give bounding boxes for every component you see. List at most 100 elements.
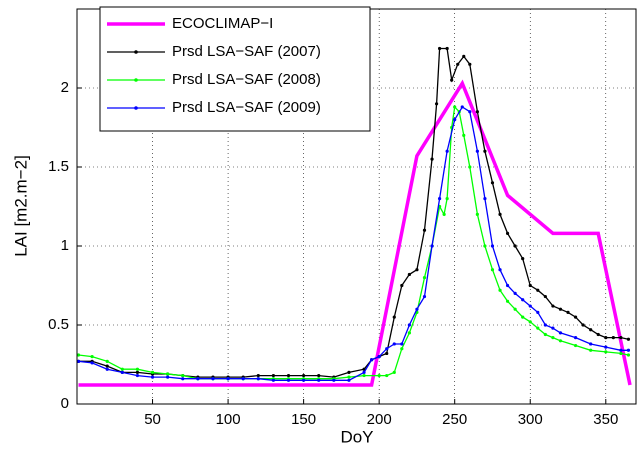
point [505, 299, 510, 303]
point [437, 197, 442, 201]
point [211, 377, 215, 381]
point [422, 228, 427, 232]
point [513, 307, 517, 311]
point [400, 283, 404, 288]
point [468, 165, 472, 169]
x-tick-label: 50 [144, 411, 161, 428]
point [551, 304, 555, 308]
point [450, 78, 454, 82]
point [462, 133, 466, 137]
point [453, 118, 457, 122]
point [573, 343, 578, 348]
point [430, 244, 434, 248]
point [332, 378, 336, 382]
point [589, 348, 593, 352]
y-tick-label: 1.5 [48, 158, 69, 175]
point [422, 294, 427, 299]
point [105, 359, 109, 363]
y-tick-label: 2 [61, 79, 69, 96]
legend-label: ECOCLIMAP−I [172, 15, 273, 32]
point [468, 110, 472, 114]
x-tick-label: 200 [367, 411, 392, 428]
point [415, 307, 419, 311]
point [347, 375, 351, 379]
point [256, 377, 260, 381]
point [385, 351, 389, 356]
point [407, 272, 411, 277]
point [377, 355, 381, 359]
point [317, 373, 321, 378]
point [619, 336, 623, 340]
point [120, 367, 124, 371]
point [536, 326, 540, 330]
point [551, 336, 555, 340]
point [528, 304, 532, 308]
point [135, 373, 140, 378]
point [105, 364, 109, 368]
point [543, 294, 547, 299]
point [302, 378, 306, 382]
point [528, 320, 532, 324]
point [573, 315, 578, 319]
point [392, 370, 396, 374]
point [105, 367, 109, 371]
point [604, 350, 608, 354]
x-tick-label: 150 [291, 411, 316, 428]
x-tick-label: 100 [216, 411, 241, 428]
y-tick-label: 1 [61, 237, 69, 254]
series-line [78, 79, 632, 387]
x-axis-label: DoY [340, 427, 373, 446]
point [513, 291, 517, 295]
point [422, 276, 427, 280]
legend-marker [134, 106, 138, 110]
legend-label: Prsd LSA−SAF (2008) [172, 71, 321, 88]
point [558, 339, 563, 343]
point [483, 244, 487, 248]
point [490, 244, 495, 248]
point [505, 283, 510, 288]
point [505, 231, 510, 235]
point [271, 373, 276, 378]
point [596, 332, 600, 337]
y-tick-label: 0.5 [48, 316, 69, 333]
point [120, 370, 124, 374]
point [166, 375, 170, 379]
point [521, 298, 525, 302]
point [475, 149, 479, 153]
point [453, 105, 457, 109]
point [611, 336, 615, 340]
point [581, 323, 585, 327]
point [543, 323, 547, 327]
point [551, 326, 555, 330]
point [256, 373, 260, 378]
point [442, 212, 446, 216]
point [513, 244, 517, 248]
point [392, 315, 396, 319]
point [619, 348, 623, 352]
point [483, 197, 487, 201]
point [483, 149, 487, 153]
point [271, 378, 276, 382]
point [196, 377, 200, 381]
legend-marker [134, 50, 138, 54]
legend-marker [134, 78, 138, 82]
point [589, 328, 593, 332]
point [317, 378, 321, 382]
point [377, 373, 381, 378]
point [400, 347, 404, 351]
point [302, 373, 306, 378]
point [498, 288, 502, 292]
point [135, 367, 140, 371]
point [521, 257, 525, 261]
legend-box [99, 6, 371, 132]
point [166, 372, 170, 376]
point [135, 370, 140, 374]
point [385, 373, 389, 378]
point [558, 307, 563, 311]
point [543, 332, 547, 337]
x-tick-label: 350 [593, 411, 618, 428]
point [462, 54, 466, 59]
point [430, 157, 434, 161]
point [150, 370, 155, 374]
